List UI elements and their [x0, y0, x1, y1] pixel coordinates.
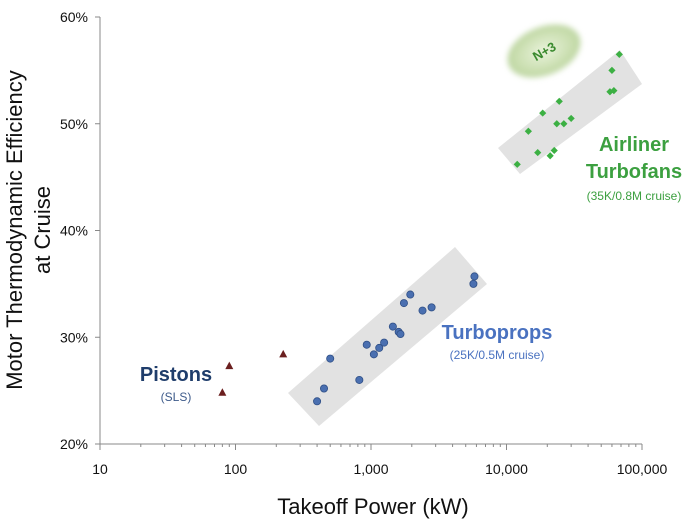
- turbofan-point: [608, 66, 616, 74]
- turbofans-subtitle: (35K/0.8M cruise): [587, 189, 682, 203]
- turboprops-title: Turboprops: [442, 322, 553, 344]
- y-tick-label: 60%: [60, 9, 88, 25]
- pistons-subtitle: (SLS): [161, 390, 192, 404]
- pistons-title: Pistons: [140, 364, 212, 386]
- turbofan-point: [539, 109, 547, 117]
- turbofan-point: [615, 50, 623, 58]
- data-points: [218, 50, 623, 406]
- turbofan-point: [524, 127, 532, 135]
- y-axis-title-line2: at Cruise: [30, 186, 55, 274]
- y-tick-label: 20%: [60, 436, 88, 452]
- turbofan-point: [550, 146, 558, 155]
- turboprop-point: [362, 340, 371, 349]
- turbofan-point: [534, 148, 542, 157]
- turboprop-point: [388, 322, 397, 331]
- x-tick-label: 100,000: [617, 461, 668, 477]
- turboprops-subtitle: (25K/0.5M cruise): [450, 348, 545, 362]
- turbofans-label: Airliner Turbofans (35K/0.8M cruise): [586, 134, 682, 203]
- turbofans-title-line1: Airliner: [599, 134, 669, 156]
- y-tick-label: 40%: [60, 223, 88, 239]
- turboprop-point: [427, 303, 436, 312]
- turbofans-title-line2: Turbofans: [586, 161, 682, 183]
- turbofan-point: [555, 97, 563, 105]
- turboprop-point: [418, 306, 427, 315]
- piston-point: [218, 388, 227, 396]
- turboprop-point: [313, 397, 322, 406]
- turboprop-point: [469, 279, 478, 288]
- y-tick-labels: 20% 30% 40% 50% 60%: [60, 9, 88, 452]
- turbofan-point: [546, 152, 554, 160]
- pistons-label: Pistons (SLS): [140, 364, 212, 404]
- y-tick-label: 30%: [60, 329, 88, 345]
- piston-point: [279, 349, 288, 358]
- n3-annotation: N+3: [507, 24, 581, 78]
- y-axis-title: Motor Thermodynamic Efficiency at Cruise: [2, 70, 55, 390]
- turbofan-point: [610, 87, 618, 95]
- x-tick-label: 100: [224, 461, 248, 477]
- turbofan-point: [513, 160, 521, 168]
- turboprop-point: [380, 338, 389, 347]
- turbofan-point: [560, 120, 568, 128]
- turboprops-band: [288, 247, 487, 426]
- x-tick-labels: 10 100 1,000 10,000 100,000: [92, 461, 667, 477]
- x-tick-label: 10,000: [485, 461, 528, 477]
- turboprop-point: [326, 354, 335, 363]
- x-axis-title: Takeoff Power (kW): [277, 494, 469, 519]
- turboprops-label: Turboprops (25K/0.5M cruise): [442, 322, 553, 362]
- turbofan-point: [553, 120, 561, 128]
- turboprop-point: [406, 290, 415, 299]
- axis-ticks: [95, 16, 643, 450]
- y-axis-title-line1: Motor Thermodynamic Efficiency: [2, 70, 27, 390]
- x-tick-label: 1,000: [353, 461, 388, 477]
- turboprop-point: [320, 384, 329, 393]
- y-tick-label: 50%: [60, 116, 88, 132]
- turbofans-band: [498, 50, 642, 174]
- turboprop-point: [369, 350, 378, 359]
- x-tick-label: 10: [92, 461, 108, 477]
- turboprop-point: [375, 343, 384, 352]
- turboprop-point: [396, 330, 405, 339]
- group-bands: [288, 50, 642, 426]
- turboprop-point: [399, 299, 408, 308]
- turboprop-point: [470, 272, 479, 281]
- piston-point: [225, 361, 234, 370]
- turboprop-point: [355, 375, 364, 384]
- turbofan-point: [567, 114, 575, 123]
